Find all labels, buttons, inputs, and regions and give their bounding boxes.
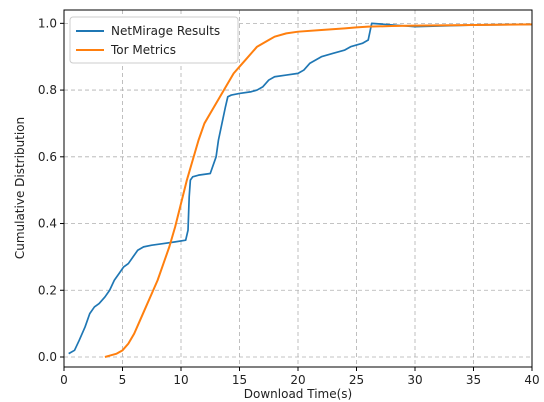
x-ticks: 0 5 10 15 20 25 30 35 40 <box>60 367 540 387</box>
x-tick-label: 15 <box>232 373 247 387</box>
series-line-tor-metrics <box>104 23 533 358</box>
legend: NetMirage Results Tor Metrics <box>69 16 239 64</box>
series-line-netmirage <box>68 22 533 355</box>
x-axis-label: Download Time(s) <box>244 387 352 401</box>
x-tick-label: 0 <box>60 373 68 387</box>
x-tick-label: 30 <box>407 373 422 387</box>
legend-label-tor-metrics: Tor Metrics <box>110 43 176 57</box>
y-axis-label: Cumulative Distribution <box>13 117 27 259</box>
y-tick-label: 0.6 <box>38 150 57 164</box>
legend-frame <box>69 16 239 64</box>
y-tick-label: 0.0 <box>38 350 57 364</box>
y-tick-label: 0.4 <box>38 217 57 231</box>
x-tick-label: 25 <box>349 373 364 387</box>
x-tick-label: 10 <box>173 373 188 387</box>
y-ticks: 0.0 0.2 0.4 0.6 0.8 1.0 <box>38 16 64 364</box>
y-tick-label: 0.8 <box>38 83 57 97</box>
x-tick-label: 5 <box>119 373 127 387</box>
x-tick-label: 40 <box>524 373 539 387</box>
y-tick-label: 1.0 <box>38 16 57 30</box>
series-lines <box>68 22 533 358</box>
y-tick-label: 0.2 <box>38 283 57 297</box>
x-tick-label: 35 <box>466 373 481 387</box>
x-tick-label: 20 <box>290 373 305 387</box>
legend-label-netmirage: NetMirage Results <box>111 24 220 38</box>
